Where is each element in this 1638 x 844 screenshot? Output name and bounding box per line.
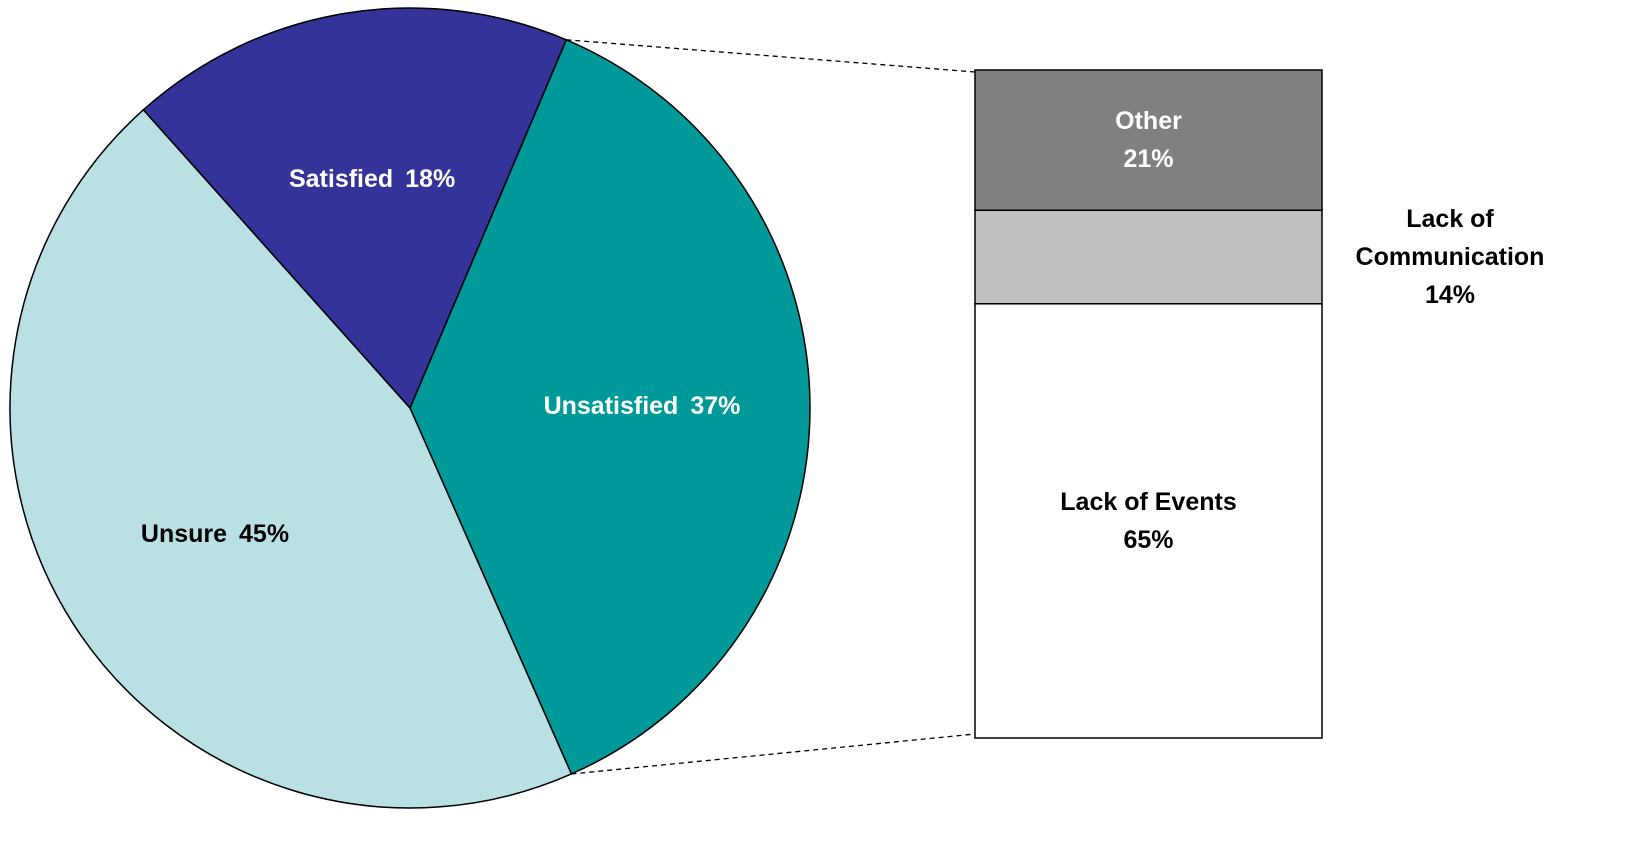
- segment-value: 21%: [1123, 145, 1174, 174]
- segment-label: Lack of Communication 14%: [1345, 200, 1555, 314]
- slice-value: 18%: [405, 165, 456, 194]
- segment-label: Lack of Events 65%: [1044, 483, 1254, 559]
- segment-name: Other: [1115, 107, 1182, 136]
- connector: [566, 39, 976, 73]
- slice-name: Satisfied: [288, 165, 394, 194]
- segment-name: Lack of Communication: [1355, 205, 1545, 272]
- slice-label: Satisfied 18%: [289, 160, 455, 198]
- segment-value: 14%: [1424, 281, 1476, 310]
- slice-name: Unsure: [140, 519, 228, 548]
- pie-slice: [9, 108, 573, 809]
- bar-segment: [974, 303, 1323, 739]
- slice-name: Unsatisfied: [543, 392, 679, 421]
- segment-name: Lack of Events: [1060, 487, 1237, 516]
- segment-value: 65%: [1123, 525, 1174, 554]
- slice-label: Unsure 45%: [141, 515, 289, 553]
- bar-segment: [974, 209, 1323, 305]
- slice-value: 45%: [239, 519, 290, 548]
- segment-label: Other 21%: [1044, 102, 1254, 178]
- slice-label: Unsatisfied 37%: [544, 387, 741, 425]
- pie-slice: [409, 38, 811, 775]
- pie-slice: [142, 7, 568, 410]
- slice-value: 37%: [690, 392, 741, 421]
- connector: [571, 733, 976, 775]
